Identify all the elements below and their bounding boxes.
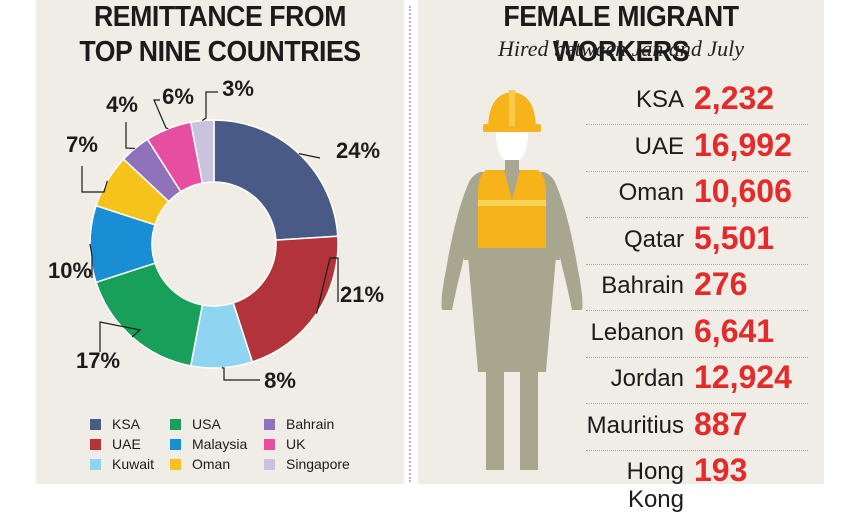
donut-leader-line	[153, 99, 169, 130]
donut-leader-line	[125, 122, 135, 150]
worker-country-label: KSA	[635, 86, 684, 113]
remittance-donut-chart: 24% 21% 8% 17% 10% 7% 4% 6% 3%	[48, 76, 384, 393]
workers-title: FEMALE MIGRANT WORKERS	[503, 1, 739, 68]
donut-data-label: 21%	[340, 282, 384, 307]
donut-data-label: 7%	[66, 132, 98, 157]
worker-count-value: 2,232	[694, 80, 775, 116]
panel-divider	[409, 6, 411, 482]
worker-count-value: 276	[694, 266, 748, 302]
worker-count-value: 193	[694, 452, 748, 488]
worker-count-value: 5,501	[694, 219, 775, 256]
worker-country-label: Qatar	[623, 225, 684, 253]
remittance-title-line2: TOP NINE COUNTRIES	[79, 36, 361, 68]
row-separator	[586, 449, 808, 451]
donut-leader-line	[221, 367, 260, 381]
donut-data-label: 4%	[106, 92, 138, 117]
donut-data-label: 17%	[76, 348, 120, 373]
remittance-title: REMITTANCE FROM TOP NINE COUNTRIES	[51, 0, 390, 70]
row-separator	[586, 217, 808, 218]
donut-slice-ksa	[213, 119, 339, 241]
donut-leader-line	[298, 153, 321, 159]
row-separator	[586, 124, 808, 125]
donut-data-label: 10%	[48, 258, 92, 283]
worker-count-value: 10,606	[694, 173, 792, 209]
worker-count-value: 6,641	[694, 312, 775, 349]
remittance-title-line1: REMITTANCE FROM	[94, 1, 346, 33]
worker-country-label: UAE	[634, 132, 684, 160]
donut-data-label: 3%	[222, 76, 254, 101]
donut-leader-line	[89, 243, 93, 278]
worker-country-label: Hong Kong	[626, 458, 684, 513]
worker-country-label: Jordan	[610, 365, 684, 392]
donut-data-label: 6%	[162, 84, 194, 109]
donut-slice-uae	[232, 235, 339, 363]
row-separator	[586, 263, 808, 265]
worker-country-label: Mauritius	[586, 411, 684, 439]
donut-leader-line	[315, 257, 339, 314]
donut-slice-singapore	[189, 119, 215, 184]
worker-count-value: 12,924	[694, 359, 792, 395]
row-separator	[586, 403, 808, 404]
donut-data-label: 24%	[336, 138, 380, 163]
worker-count-value: 887	[694, 405, 748, 442]
worker-country-label: Bahrain	[601, 272, 684, 299]
donut-data-label: 8%	[264, 368, 296, 393]
donut-leader-line	[201, 91, 218, 122]
donut-leader-line	[81, 166, 108, 193]
female-worker-with-helmet-icon	[441, 90, 583, 470]
workers-subtitle: Hired between Jan and July	[498, 36, 744, 61]
row-separator	[586, 356, 808, 358]
worker-count-value: 16,992	[694, 126, 792, 163]
row-separator	[586, 310, 808, 311]
worker-country-label: Lebanon	[590, 318, 684, 346]
donut-leader-line	[99, 321, 142, 352]
worker-country-label: Oman	[618, 179, 684, 206]
row-separator	[586, 170, 808, 172]
infographic: REMITTANCE FROM TOP NINE COUNTRIES FEMAL…	[36, 0, 824, 513]
